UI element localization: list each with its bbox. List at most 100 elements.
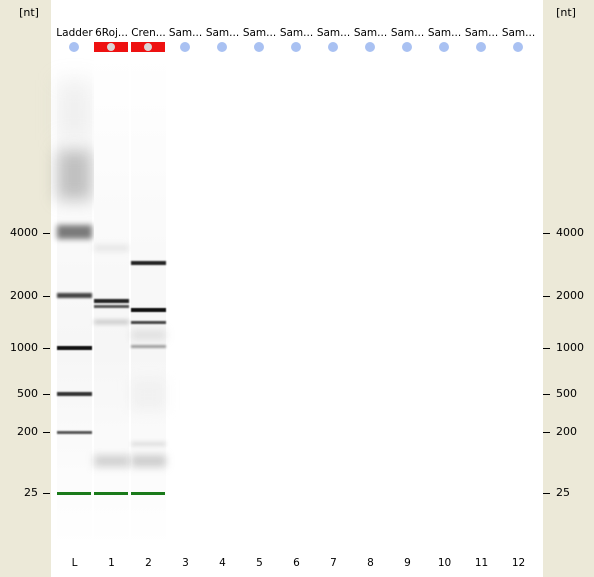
lane-strip-10[interactable] — [427, 56, 462, 546]
right-size-label-2000: 2000 — [556, 289, 584, 302]
right-tick-4000 — [543, 233, 550, 234]
lane-name-6[interactable]: Sam... — [279, 27, 314, 39]
gel-band — [94, 320, 129, 324]
left-unit-label: [nt] — [19, 6, 39, 19]
lane-status-dot-3[interactable] — [180, 42, 190, 52]
lane-status-dot-8[interactable] — [365, 42, 375, 52]
lane-status-dot-10[interactable] — [439, 42, 449, 52]
lane-name-9[interactable]: Sam... — [390, 27, 425, 39]
left-tick-500 — [43, 394, 50, 395]
lane-strip-6[interactable] — [279, 56, 314, 546]
lane-strip-9[interactable] — [390, 56, 425, 546]
gel-band — [94, 455, 129, 467]
lane-number-1: 1 — [108, 557, 115, 569]
lane-number-6: 6 — [293, 557, 300, 569]
gel-band — [94, 305, 129, 308]
lane-name-5[interactable]: Sam... — [242, 27, 277, 39]
gel-band — [131, 442, 166, 446]
lane-number-L: L — [71, 557, 78, 569]
gel-band — [57, 80, 92, 140]
gel-band — [57, 225, 92, 239]
lane-number-12: 12 — [511, 557, 526, 569]
left-size-label-2000: 2000 — [10, 289, 38, 302]
lane-number-9: 9 — [404, 557, 411, 569]
right-unit-label: [nt] — [556, 6, 576, 19]
lane-status-dot-5[interactable] — [254, 42, 264, 52]
lane-alert-flag-2[interactable] — [131, 42, 165, 52]
right-size-label-4000: 4000 — [556, 226, 584, 239]
left-size-label-200: 200 — [17, 425, 38, 438]
left-tick-4000 — [43, 233, 50, 234]
lane-strip-8[interactable] — [353, 56, 388, 546]
lower-marker-band — [57, 492, 91, 495]
left-tick-25 — [43, 493, 50, 494]
lane-strip-4[interactable] — [205, 56, 240, 546]
lane-strip-7[interactable] — [316, 56, 351, 546]
lane-status-dot-6[interactable] — [291, 42, 301, 52]
lane-status-dot-1 — [107, 43, 115, 51]
left-size-label-500: 500 — [17, 387, 38, 400]
lane-strip-11[interactable] — [464, 56, 499, 546]
lane-status-dot-11[interactable] — [476, 42, 486, 52]
lane-strip-1[interactable] — [94, 56, 129, 546]
lane-status-dot-L[interactable] — [69, 42, 79, 52]
right-tick-500 — [543, 394, 550, 395]
right-tick-2000 — [543, 296, 550, 297]
lane-name-10[interactable]: Sam... — [427, 27, 462, 39]
right-size-label-500: 500 — [556, 387, 577, 400]
lower-marker-band — [94, 492, 128, 495]
lane-name-8[interactable]: Sam... — [353, 27, 388, 39]
lane-number-4: 4 — [219, 557, 226, 569]
lane-status-dot-12[interactable] — [513, 42, 523, 52]
lane-number-5: 5 — [256, 557, 263, 569]
lane-number-8: 8 — [367, 557, 374, 569]
lane-strip-3[interactable] — [168, 56, 203, 546]
lane-strip-5[interactable] — [242, 56, 277, 546]
right-size-label-25: 25 — [556, 486, 570, 499]
lane-number-11: 11 — [474, 557, 489, 569]
right-tick-200 — [543, 432, 550, 433]
gel-band — [131, 455, 166, 467]
left-tick-2000 — [43, 296, 50, 297]
lane-name-2[interactable]: Cren... — [131, 27, 166, 39]
gel-band — [57, 346, 92, 350]
lane-number-7: 7 — [330, 557, 337, 569]
right-tick-1000 — [543, 348, 550, 349]
gel-band — [57, 150, 92, 200]
gel-band — [131, 345, 166, 348]
right-size-label-1000: 1000 — [556, 341, 584, 354]
left-tick-1000 — [43, 348, 50, 349]
lane-name-7[interactable]: Sam... — [316, 27, 351, 39]
lower-marker-band — [131, 492, 165, 495]
lane-status-dot-9[interactable] — [402, 42, 412, 52]
lane-alert-flag-1[interactable] — [94, 42, 128, 52]
gel-band — [57, 293, 92, 298]
gel-band — [131, 380, 166, 410]
lane-name-11[interactable]: Sam... — [464, 27, 499, 39]
lane-strip-2[interactable] — [131, 56, 166, 546]
left-size-label-25: 25 — [24, 486, 38, 499]
lane-name-1[interactable]: 6Roj... — [95, 27, 128, 39]
gel-band — [57, 392, 92, 396]
gel-band — [131, 308, 166, 312]
lane-number-10: 10 — [437, 557, 452, 569]
lane-name-4[interactable]: Sam... — [205, 27, 240, 39]
lane-status-dot-7[interactable] — [328, 42, 338, 52]
right-size-axis — [543, 0, 594, 577]
gel-band — [131, 321, 166, 324]
gel-band — [94, 299, 129, 303]
gel-image: Ladder 6Roj... Cren... Sam... Sam... Sam... Sa… — [51, 0, 543, 577]
gel-band — [131, 330, 166, 340]
gel-band — [131, 261, 166, 265]
left-size-axis — [0, 0, 51, 577]
gel-band — [94, 245, 129, 251]
lane-number-3: 3 — [182, 557, 189, 569]
lane-name-12[interactable]: Sam... — [501, 27, 536, 39]
lane-name-3[interactable]: Sam... — [168, 27, 203, 39]
lane-name-L[interactable]: Ladder — [56, 27, 93, 39]
lane-status-dot-4[interactable] — [217, 42, 227, 52]
lane-strip-L[interactable] — [57, 56, 92, 546]
right-tick-25 — [543, 493, 550, 494]
lane-strip-12[interactable] — [501, 56, 536, 546]
